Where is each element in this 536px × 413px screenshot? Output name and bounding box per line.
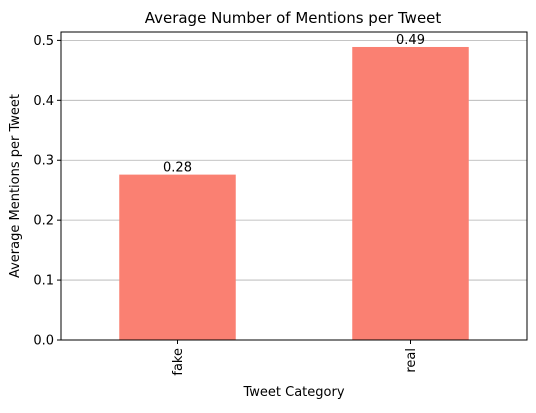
chart-title: Average Number of Mentions per Tweet bbox=[145, 9, 442, 27]
x-tick-label-fake: fake bbox=[171, 348, 186, 376]
y-tick-label: 0.4 bbox=[33, 94, 54, 109]
y-tick-label: 0.0 bbox=[33, 334, 54, 349]
bar-real bbox=[352, 46, 469, 341]
x-tick-label-real: real bbox=[404, 348, 419, 373]
y-tick-label: 0.5 bbox=[33, 34, 54, 49]
y-axis: 0.0 0.1 0.2 0.3 0.4 0.5 bbox=[33, 34, 61, 349]
plot-frame bbox=[60, 31, 528, 341]
bar-fake bbox=[119, 174, 236, 340]
y-tick-label: 0.2 bbox=[33, 214, 54, 229]
data-label-fake: 0.28 bbox=[163, 161, 192, 176]
x-axis-label: Tweet Category bbox=[242, 385, 344, 400]
y-tick-label: 0.1 bbox=[33, 274, 54, 289]
y-tick-label: 0.3 bbox=[33, 154, 54, 169]
x-axis: fake real bbox=[171, 340, 419, 376]
data-labels: 0.28 0.49 bbox=[163, 33, 425, 176]
data-label-real: 0.49 bbox=[396, 33, 425, 48]
bars bbox=[119, 46, 469, 341]
y-axis-label: Average Mentions per Tweet bbox=[8, 94, 23, 278]
